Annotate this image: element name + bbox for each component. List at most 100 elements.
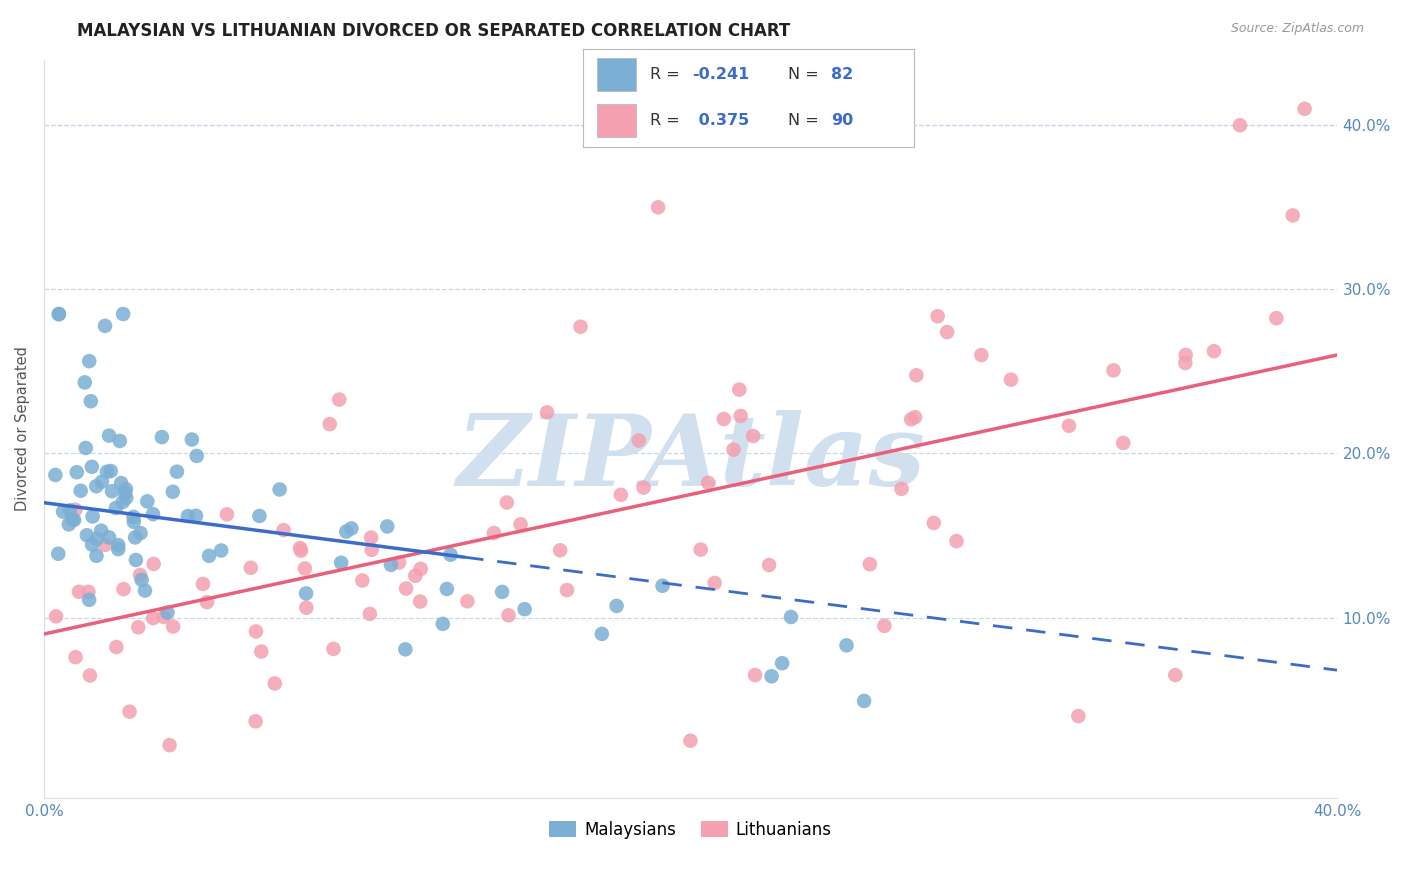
Point bbox=[63, 513, 86, 527]
Point bbox=[90, 524, 112, 538]
Point bbox=[555, 583, 578, 598]
Point bbox=[108, 434, 131, 448]
Point bbox=[591, 627, 613, 641]
Point bbox=[360, 542, 382, 557]
Point bbox=[610, 488, 633, 502]
Point bbox=[290, 543, 312, 558]
Text: N =: N = bbox=[789, 113, 824, 128]
Point bbox=[679, 733, 702, 747]
Text: -0.241: -0.241 bbox=[693, 67, 749, 82]
Point bbox=[152, 610, 174, 624]
Point bbox=[548, 543, 571, 558]
Point bbox=[80, 394, 103, 409]
Point bbox=[742, 429, 765, 443]
Point bbox=[96, 465, 118, 479]
Point bbox=[124, 531, 146, 545]
Point bbox=[101, 484, 124, 499]
Point bbox=[758, 558, 780, 572]
Point bbox=[62, 513, 84, 527]
Point bbox=[340, 521, 363, 535]
Point bbox=[100, 464, 122, 478]
Point bbox=[129, 568, 152, 582]
Point bbox=[394, 642, 416, 657]
Point bbox=[77, 354, 100, 368]
Point bbox=[65, 650, 87, 665]
Point bbox=[432, 616, 454, 631]
Text: N =: N = bbox=[789, 67, 824, 82]
Point bbox=[1265, 311, 1288, 326]
Point bbox=[245, 624, 267, 639]
Point bbox=[58, 517, 80, 532]
Point bbox=[835, 638, 858, 652]
Point bbox=[633, 481, 655, 495]
Point bbox=[136, 494, 159, 508]
Point bbox=[1294, 102, 1316, 116]
Point bbox=[730, 409, 752, 423]
Point bbox=[45, 609, 67, 624]
Point bbox=[536, 405, 558, 419]
Point bbox=[927, 310, 949, 324]
Text: Source: ZipAtlas.com: Source: ZipAtlas.com bbox=[1230, 22, 1364, 36]
Point bbox=[288, 541, 311, 555]
Point bbox=[48, 307, 70, 321]
Point bbox=[69, 483, 91, 498]
Point bbox=[651, 579, 673, 593]
Point bbox=[76, 528, 98, 542]
Point bbox=[1202, 344, 1225, 359]
Point bbox=[112, 307, 135, 321]
Point bbox=[215, 508, 238, 522]
Point bbox=[319, 417, 342, 431]
Point bbox=[263, 676, 285, 690]
Point bbox=[209, 543, 232, 558]
Point bbox=[186, 449, 208, 463]
Point bbox=[1281, 208, 1303, 222]
Point bbox=[627, 434, 650, 448]
Point bbox=[122, 510, 145, 524]
Point bbox=[52, 505, 75, 519]
Point bbox=[180, 433, 202, 447]
Point bbox=[162, 484, 184, 499]
Point bbox=[86, 532, 108, 546]
Point bbox=[689, 542, 711, 557]
Point bbox=[98, 428, 121, 442]
Point bbox=[498, 608, 520, 623]
Text: MALAYSIAN VS LITHUANIAN DIVORCED OR SEPARATED CORRELATION CHART: MALAYSIAN VS LITHUANIAN DIVORCED OR SEPA… bbox=[77, 22, 790, 40]
Point bbox=[859, 558, 882, 572]
Point bbox=[177, 509, 200, 524]
Point bbox=[439, 548, 461, 562]
Point bbox=[82, 509, 104, 524]
Bar bbox=[596, 104, 637, 137]
Point bbox=[59, 503, 82, 517]
Point bbox=[105, 640, 128, 654]
Point bbox=[46, 547, 69, 561]
Point bbox=[65, 503, 87, 517]
Point bbox=[142, 507, 165, 521]
Point bbox=[1174, 348, 1197, 362]
Point bbox=[86, 549, 108, 563]
Point bbox=[162, 619, 184, 633]
Point bbox=[94, 318, 117, 333]
Point bbox=[1102, 363, 1125, 377]
Point bbox=[107, 542, 129, 557]
Point bbox=[245, 714, 267, 729]
Point bbox=[239, 560, 262, 574]
Point bbox=[1000, 373, 1022, 387]
Point bbox=[127, 620, 149, 634]
Point bbox=[66, 465, 89, 479]
Point bbox=[744, 668, 766, 682]
Point bbox=[713, 412, 735, 426]
Point bbox=[922, 516, 945, 530]
Point bbox=[104, 501, 127, 516]
Point bbox=[703, 575, 725, 590]
Text: R =: R = bbox=[650, 113, 685, 128]
Point bbox=[970, 348, 993, 362]
Point bbox=[936, 325, 959, 339]
Point bbox=[491, 585, 513, 599]
Point bbox=[359, 607, 381, 621]
Point bbox=[250, 644, 273, 658]
Point bbox=[330, 556, 353, 570]
Point bbox=[360, 531, 382, 545]
Point bbox=[80, 459, 103, 474]
Point bbox=[295, 586, 318, 600]
Point bbox=[380, 558, 402, 572]
